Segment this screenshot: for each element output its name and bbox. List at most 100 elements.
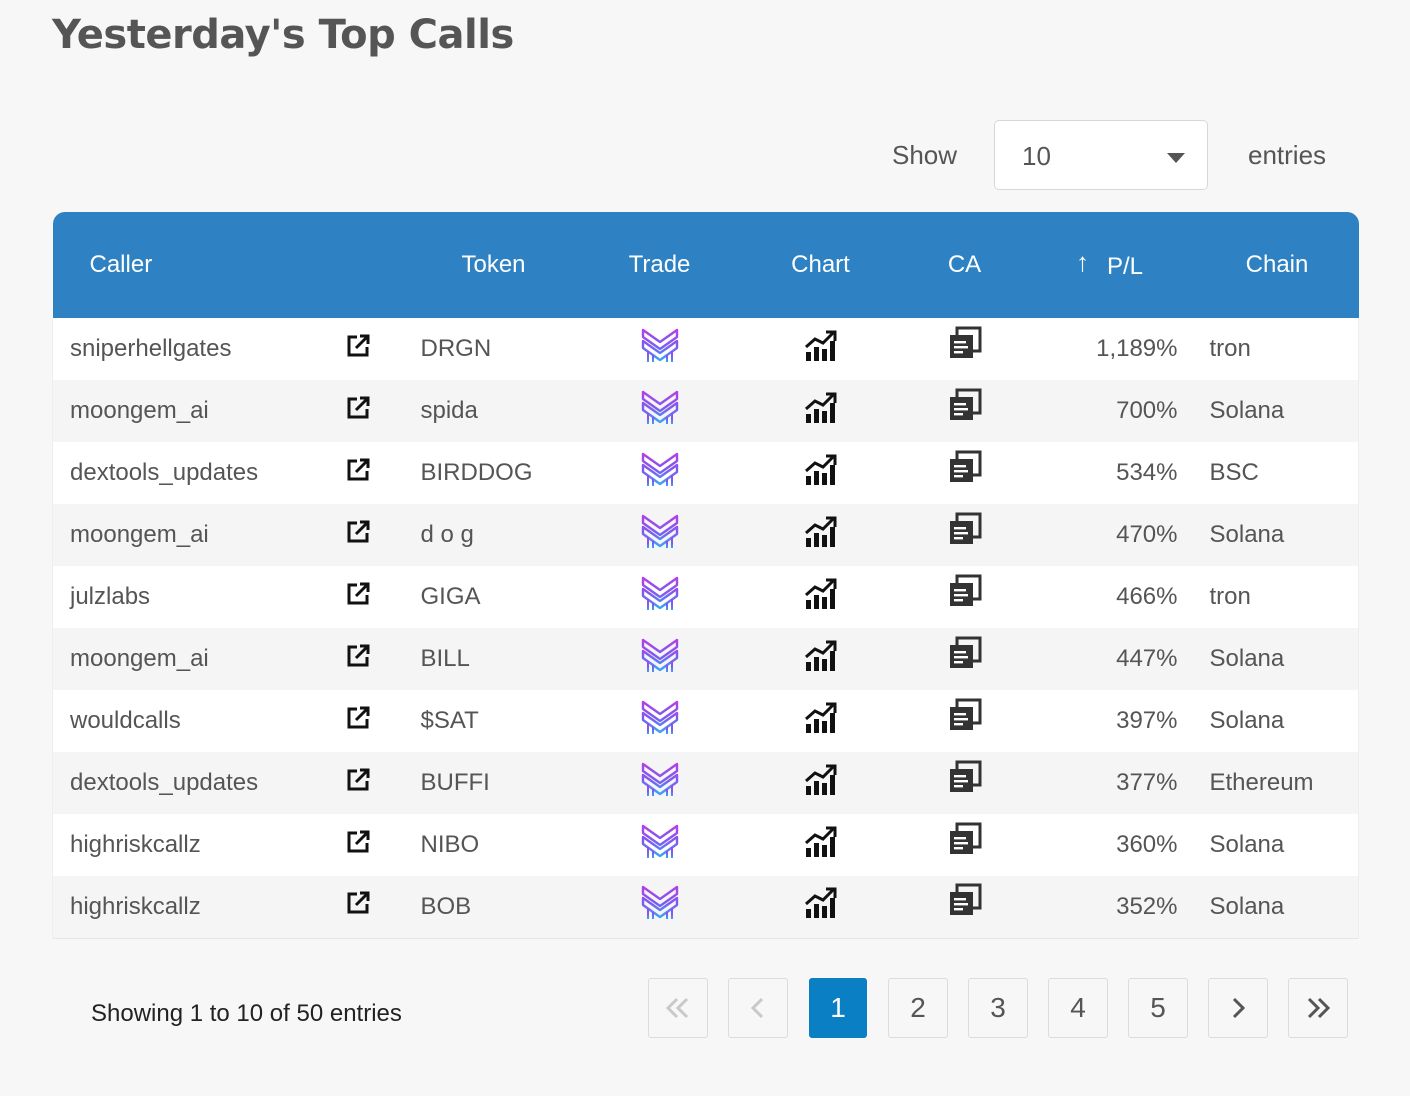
trade-logo-icon[interactable] [640, 637, 680, 682]
trade-logo-icon[interactable] [640, 761, 680, 806]
chain-cell: BSC [1195, 442, 1359, 504]
chart-growth-icon[interactable] [804, 578, 838, 617]
copy-icon[interactable] [948, 822, 982, 863]
copy-icon[interactable] [948, 574, 982, 615]
caller-cell: dextools_updates [52, 442, 313, 504]
pl-cell: 397% [1116, 707, 1178, 734]
table-row: highriskcallz BOB 352% Solana [52, 876, 1359, 938]
column-header-trade[interactable]: Trade [628, 251, 691, 278]
table-info: Showing 1 to 10 of 50 entries [91, 1000, 402, 1027]
column-header-ca[interactable]: CA [947, 251, 982, 278]
chart-growth-icon[interactable] [804, 826, 838, 865]
column-header-caller[interactable]: Caller [89, 251, 153, 278]
last-page-button[interactable] [1288, 978, 1348, 1038]
chart-growth-icon[interactable] [804, 392, 838, 431]
pl-cell: 360% [1116, 831, 1178, 858]
chart-growth-icon[interactable] [804, 330, 838, 369]
next-page-icon [1232, 997, 1246, 1018]
table-row: highriskcallz NIBO 360% Solana [52, 814, 1359, 876]
pl-cell: 377% [1116, 769, 1178, 796]
external-link-icon[interactable] [345, 643, 371, 676]
first-page-button[interactable] [648, 978, 708, 1038]
table-header-row: Caller Token Trade Chart CA ↑ P/L Chain [52, 212, 1359, 318]
next-page-button[interactable] [1208, 978, 1268, 1038]
page-title: Yesterday's Top Calls [52, 12, 514, 58]
external-link-icon[interactable] [345, 705, 371, 738]
caret-down-icon [1167, 153, 1185, 163]
copy-icon[interactable] [948, 636, 982, 677]
chain-cell: tron [1195, 318, 1359, 380]
page-button-2[interactable]: 2 [888, 978, 948, 1038]
show-label: Show [892, 140, 958, 170]
chart-growth-icon[interactable] [804, 516, 838, 555]
column-header-token[interactable]: Token [461, 251, 526, 278]
page-button-3[interactable]: 3 [968, 978, 1028, 1038]
trade-logo-icon[interactable] [640, 823, 680, 868]
external-link-icon[interactable] [345, 890, 371, 923]
chart-growth-icon[interactable] [804, 454, 838, 493]
external-link-icon[interactable] [345, 829, 371, 862]
copy-icon[interactable] [948, 760, 982, 801]
chart-growth-icon[interactable] [804, 640, 838, 679]
previous-page-button[interactable] [728, 978, 788, 1038]
table-row: moongem_ai spida 700% Solana [52, 380, 1359, 442]
chain-cell: Solana [1195, 380, 1359, 442]
caller-cell: moongem_ai [52, 380, 313, 442]
external-link-icon[interactable] [345, 333, 371, 366]
page-button-4[interactable]: 4 [1048, 978, 1108, 1038]
chain-cell: Solana [1195, 814, 1359, 876]
caller-cell: highriskcallz [52, 876, 313, 938]
token-cell: $SAT [420, 707, 479, 734]
external-link-icon[interactable] [345, 457, 371, 490]
caller-cell: highriskcallz [52, 814, 313, 876]
previous-page-icon [750, 997, 764, 1018]
page-button-1[interactable]: 1 [809, 978, 867, 1038]
token-cell: GIGA [420, 583, 481, 610]
entries-label: entries [1248, 140, 1327, 170]
table-row: julzlabs GIGA 466% tron [52, 566, 1359, 628]
trade-logo-icon[interactable] [640, 699, 680, 744]
token-cell: BUFFI [420, 769, 490, 796]
trade-logo-icon[interactable] [640, 451, 680, 496]
last-page-icon [1307, 997, 1331, 1018]
trade-logo-icon[interactable] [640, 327, 680, 372]
token-cell: NIBO [420, 831, 480, 858]
entries-select-value: 10 [1022, 141, 1051, 171]
chain-cell: Solana [1195, 628, 1359, 690]
trade-logo-icon[interactable] [640, 389, 680, 434]
trade-logo-icon[interactable] [640, 884, 680, 929]
page-button-5[interactable]: 5 [1128, 978, 1188, 1038]
copy-icon[interactable] [948, 883, 982, 924]
copy-icon[interactable] [948, 326, 982, 367]
external-link-icon[interactable] [345, 581, 371, 614]
chart-growth-icon[interactable] [804, 887, 838, 926]
column-header-chart[interactable]: Chart [791, 251, 850, 278]
pl-cell: 352% [1116, 892, 1178, 920]
copy-icon[interactable] [948, 450, 982, 491]
pl-cell: 1,189% [1096, 335, 1178, 362]
copy-icon[interactable] [948, 388, 982, 429]
column-header-chain[interactable]: Chain [1245, 251, 1309, 278]
chart-growth-icon[interactable] [804, 764, 838, 803]
caller-cell: sniperhellgates [52, 318, 313, 380]
column-header-pl-label: P/L [1106, 252, 1144, 280]
external-link-icon[interactable] [345, 519, 371, 552]
pl-cell: 470% [1116, 521, 1178, 548]
chart-growth-icon[interactable] [804, 702, 838, 741]
external-link-icon[interactable] [345, 395, 371, 428]
entries-select[interactable]: 10 [994, 120, 1208, 190]
calls-table: Caller Token Trade Chart CA ↑ P/L Chain s… [52, 212, 1359, 939]
chain-cell: tron [1195, 566, 1359, 628]
trade-logo-icon[interactable] [640, 513, 680, 558]
copy-icon[interactable] [948, 512, 982, 553]
table-row: wouldcalls $SAT 397% Solana [52, 690, 1359, 752]
first-page-icon [665, 997, 689, 1018]
column-header-pl[interactable]: ↑ P/L [1024, 212, 1196, 318]
trade-logo-icon[interactable] [640, 575, 680, 620]
pl-cell: 447% [1116, 645, 1178, 672]
pl-cell: 700% [1116, 397, 1178, 424]
external-link-icon[interactable] [345, 767, 371, 800]
caller-cell: dextools_updates [52, 752, 313, 814]
token-cell: d o g [420, 521, 474, 548]
copy-icon[interactable] [948, 698, 982, 739]
